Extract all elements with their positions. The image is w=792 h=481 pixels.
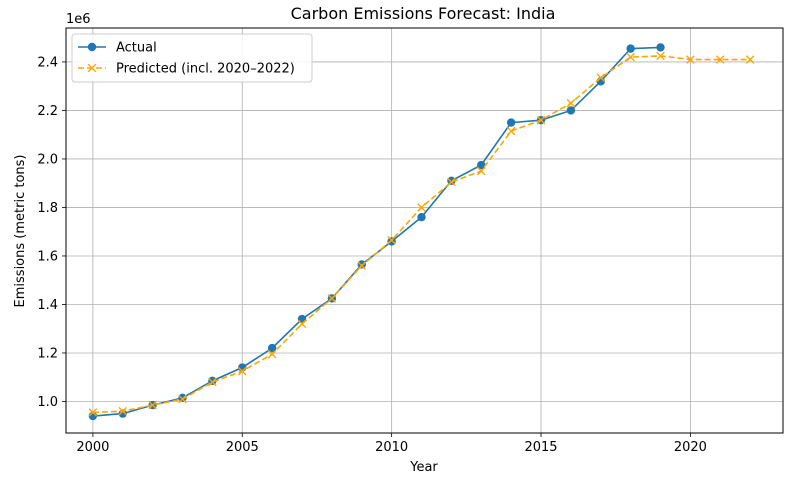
data-point xyxy=(686,55,695,64)
data-point xyxy=(88,408,98,417)
data-point xyxy=(208,377,217,387)
data-point xyxy=(715,55,725,64)
data-point xyxy=(566,106,576,115)
legend-label: Predicted (incl. 2020–2022) xyxy=(116,62,295,77)
y-tick-label: 1.2 xyxy=(37,346,58,361)
series-actual xyxy=(88,43,665,421)
x-ticks: 2000 2005 2010 2015 2020 xyxy=(76,433,707,455)
data-point xyxy=(327,294,337,303)
y-tick-label: 1.0 xyxy=(37,395,58,410)
legend-item: Predicted (incl. 2020–2022) xyxy=(78,62,295,77)
data-point xyxy=(447,176,456,185)
grid xyxy=(66,28,783,433)
y-axis-label: Emissions (metric tons) xyxy=(13,155,28,308)
data-point xyxy=(297,319,307,329)
data-point xyxy=(267,349,277,359)
y-ticks: 1.0 1.2 1.4 1.6 1.8 2.0 2.2 2.4 xyxy=(37,55,66,410)
data-point xyxy=(536,115,546,125)
data-point xyxy=(656,51,665,61)
x-axis-label: Year xyxy=(409,460,438,475)
data-point xyxy=(626,52,635,62)
data-point xyxy=(357,261,367,270)
data-point xyxy=(417,203,426,212)
data-point xyxy=(178,393,187,403)
data-point xyxy=(596,73,606,83)
x-tick-label: 2000 xyxy=(76,440,109,455)
series-predicted xyxy=(88,51,755,417)
legend-label: Actual xyxy=(116,41,157,56)
data-point xyxy=(387,237,396,246)
series-line xyxy=(92,55,751,414)
x-tick-label: 2005 xyxy=(226,440,259,455)
data-point xyxy=(477,160,486,170)
chart-title: Carbon Emissions Forecast: India xyxy=(291,4,556,23)
legend-marker xyxy=(87,42,97,52)
legend-item: Actual xyxy=(78,41,157,56)
data-point xyxy=(267,343,277,353)
y-tick-label: 2.0 xyxy=(37,152,58,167)
y-tick-label: 1.4 xyxy=(37,298,58,313)
y-offset-label: 1e6 xyxy=(66,12,91,27)
legend: Actual Predicted (incl. 2020–2022) xyxy=(71,33,313,83)
data-point xyxy=(476,166,486,176)
legend-marker xyxy=(87,63,97,73)
y-tick-label: 1.6 xyxy=(37,249,58,264)
data-point xyxy=(178,394,187,404)
series-layer xyxy=(88,43,755,421)
data-point xyxy=(357,260,366,269)
series-line xyxy=(92,46,661,417)
data-point xyxy=(118,406,128,416)
y-tick-label: 2.2 xyxy=(37,104,58,119)
y-tick-label: 2.4 xyxy=(37,55,58,70)
plot-frame xyxy=(65,27,784,434)
y-tick-label: 1.8 xyxy=(37,201,58,216)
data-point xyxy=(656,43,665,52)
data-point xyxy=(626,44,635,53)
data-point xyxy=(387,235,396,245)
data-point xyxy=(417,212,426,222)
data-point xyxy=(148,400,157,410)
data-point xyxy=(506,126,516,136)
data-point xyxy=(566,98,576,108)
data-point xyxy=(745,55,755,64)
x-tick-label: 2020 xyxy=(674,440,707,455)
data-point xyxy=(447,177,456,187)
x-tick-label: 2015 xyxy=(524,440,557,455)
data-point xyxy=(506,118,516,127)
legend-box xyxy=(71,33,313,83)
data-point xyxy=(237,366,247,376)
x-tick-label: 2010 xyxy=(375,440,408,455)
